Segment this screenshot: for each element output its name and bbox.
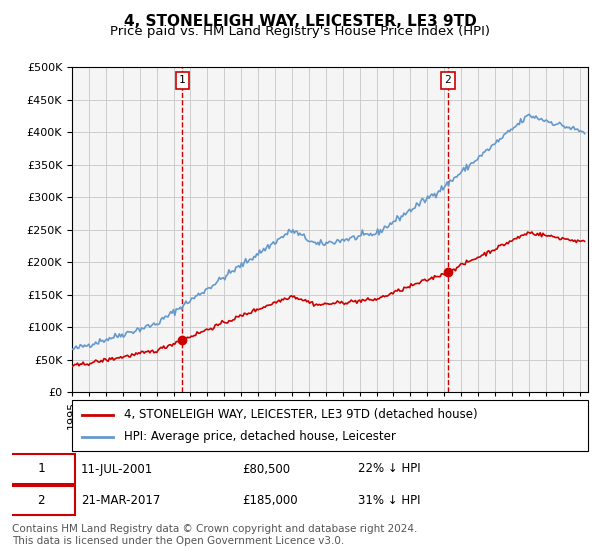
Text: 2: 2: [37, 494, 44, 507]
Text: 21-MAR-2017: 21-MAR-2017: [81, 494, 160, 507]
Text: 31% ↓ HPI: 31% ↓ HPI: [358, 494, 420, 507]
Text: Price paid vs. HM Land Registry's House Price Index (HPI): Price paid vs. HM Land Registry's House …: [110, 25, 490, 38]
Text: 2: 2: [445, 75, 451, 85]
FancyBboxPatch shape: [72, 400, 588, 451]
Text: 4, STONELEIGH WAY, LEICESTER, LE3 9TD: 4, STONELEIGH WAY, LEICESTER, LE3 9TD: [124, 14, 476, 29]
Text: HPI: Average price, detached house, Leicester: HPI: Average price, detached house, Leic…: [124, 430, 395, 443]
FancyBboxPatch shape: [6, 486, 76, 515]
Text: 22% ↓ HPI: 22% ↓ HPI: [358, 463, 420, 475]
Text: £80,500: £80,500: [242, 463, 290, 475]
Text: 1: 1: [179, 75, 186, 85]
Text: £185,000: £185,000: [242, 494, 298, 507]
Text: 11-JUL-2001: 11-JUL-2001: [81, 463, 154, 475]
Text: 4, STONELEIGH WAY, LEICESTER, LE3 9TD (detached house): 4, STONELEIGH WAY, LEICESTER, LE3 9TD (d…: [124, 408, 477, 421]
FancyBboxPatch shape: [6, 454, 76, 484]
Text: Contains HM Land Registry data © Crown copyright and database right 2024.
This d: Contains HM Land Registry data © Crown c…: [12, 524, 418, 546]
Text: 1: 1: [37, 463, 44, 475]
